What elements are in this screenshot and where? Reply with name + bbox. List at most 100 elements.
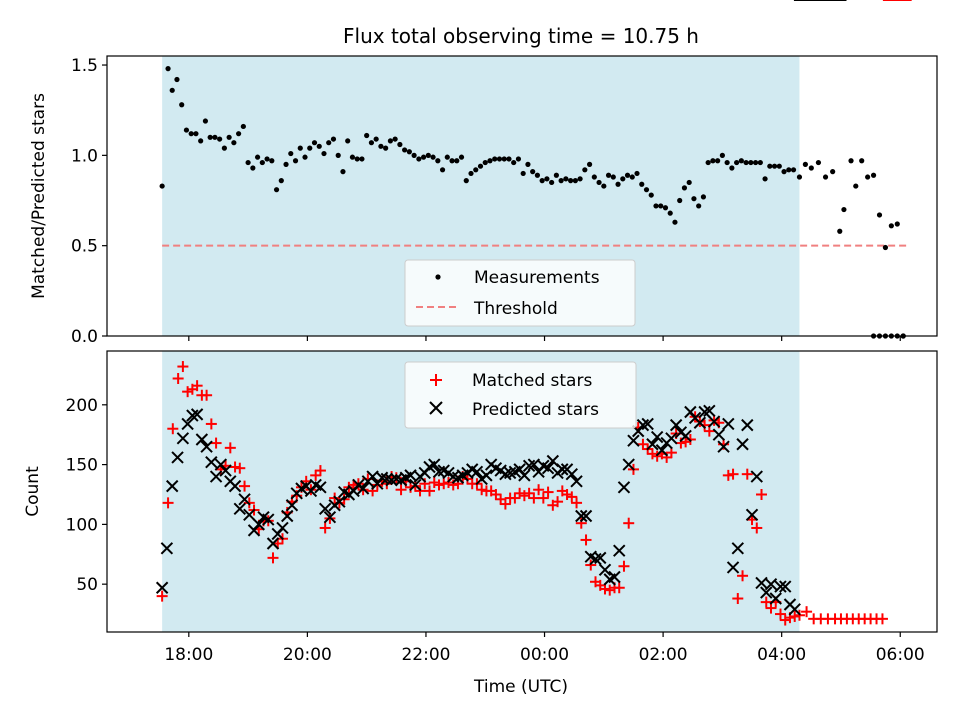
matched-star-point (162, 497, 174, 509)
matched-star-point (637, 438, 649, 450)
measurement-point (221, 145, 227, 151)
measurement-point (610, 174, 616, 180)
predicted-star-point (613, 544, 626, 557)
matched-star-point (779, 614, 791, 626)
measurement-point (802, 161, 808, 167)
measurement-point (169, 87, 175, 93)
measurement-point (444, 154, 450, 160)
ratio-y-tick-label: 0.0 (71, 327, 98, 347)
predicted-star-point (409, 478, 422, 492)
predicted-star-point (181, 417, 194, 431)
ratio-y-tick-label: 1.5 (71, 56, 98, 76)
measurement-point (549, 179, 555, 186)
matched-star-point (424, 485, 436, 497)
measurement-point (605, 172, 612, 178)
matched-star-point (224, 442, 236, 454)
measurement-point (586, 161, 593, 167)
measurement-point (667, 210, 673, 216)
legend-measurements-label: Measurements (474, 268, 600, 288)
legend-matched-label: Matched stars (472, 371, 592, 391)
predicted-star-point (712, 428, 726, 441)
measurement-point (715, 158, 721, 164)
matched-star-point (319, 522, 331, 534)
measurement-point (340, 169, 346, 175)
measurement-point (781, 169, 787, 175)
predicted-star-point (556, 463, 569, 476)
matched-star-point (438, 478, 450, 490)
measurement-point (188, 131, 194, 137)
legend-matched-marker (430, 374, 442, 386)
matched-star-point (623, 517, 635, 529)
measurement-point (269, 158, 275, 164)
measurement-point (302, 154, 308, 160)
measurement-point (530, 169, 536, 175)
measurement-point (681, 185, 688, 191)
predicted-star-point (518, 469, 531, 482)
measurement-point (696, 203, 702, 209)
matched-star-point (310, 469, 322, 481)
measurement-point (837, 228, 843, 234)
measurement-point (349, 154, 356, 160)
predicted-star-point (470, 465, 484, 478)
measurement-point (207, 134, 213, 140)
predicted-star-point (736, 438, 749, 451)
measurement-point (734, 159, 740, 166)
ratio-y-tick-label: 1.0 (71, 146, 98, 166)
measurement-point (767, 163, 773, 169)
count-y-ticks: 50 100 150 200 (66, 396, 107, 595)
measurement-point (316, 143, 322, 149)
measurement-point (226, 134, 232, 140)
matched-star-point (201, 389, 213, 401)
predicted-star-point (243, 508, 256, 522)
measurement-points (159, 66, 906, 339)
matched-star-point (732, 593, 744, 605)
matched-star-point (801, 606, 813, 618)
count-legend-box (404, 361, 637, 429)
predicted-star-point (669, 418, 683, 432)
predicted-star-point (262, 513, 275, 526)
matched-star-point (177, 361, 189, 373)
predicted-star-point (171, 451, 184, 464)
measurement-point (601, 183, 607, 189)
predicted-star-point (693, 416, 707, 429)
matched-star-point (518, 490, 530, 502)
matched-star-point (267, 552, 279, 564)
measurement-point (662, 205, 669, 211)
count-panel-frame (106, 350, 938, 633)
measurement-point (776, 163, 782, 169)
ratio-x-ticks (188, 336, 901, 341)
predicted-star-point (333, 495, 346, 508)
count-legend: Matched stars Predicted stars (404, 361, 637, 429)
predicted-star-point (276, 521, 289, 535)
count-x-tick-label: 18:00 (164, 645, 213, 665)
matched-star-point (580, 534, 592, 546)
measurement-point (420, 154, 427, 160)
predicted-star-point (195, 433, 209, 446)
measurement-point (591, 174, 597, 180)
matched-star-point (499, 498, 511, 510)
predicted-star-point (160, 542, 174, 555)
measurement-point (719, 152, 725, 158)
predicted-star-point (741, 418, 754, 432)
measurement-point (439, 167, 446, 173)
matched-star-point (509, 492, 521, 504)
predicted-star-point (750, 470, 763, 483)
measurement-point (236, 131, 242, 137)
predicted-star-point (650, 430, 664, 444)
measurement-point (202, 118, 209, 124)
measurement-point (278, 178, 284, 184)
matched-star-point (514, 487, 526, 499)
matched-star-point (156, 590, 168, 602)
measurement-point (482, 159, 488, 166)
predicted-star-point (731, 542, 745, 555)
measurement-point (250, 165, 256, 171)
predicted-star-point (541, 461, 555, 475)
measurement-point (563, 176, 569, 182)
matched-star-point (433, 479, 445, 491)
predicted-star-point (646, 438, 659, 451)
predicted-star-point (281, 509, 294, 523)
measurement-point (179, 102, 185, 108)
predicted-star-point (745, 508, 759, 522)
measurement-point (326, 140, 332, 146)
measurement-point (710, 158, 716, 164)
